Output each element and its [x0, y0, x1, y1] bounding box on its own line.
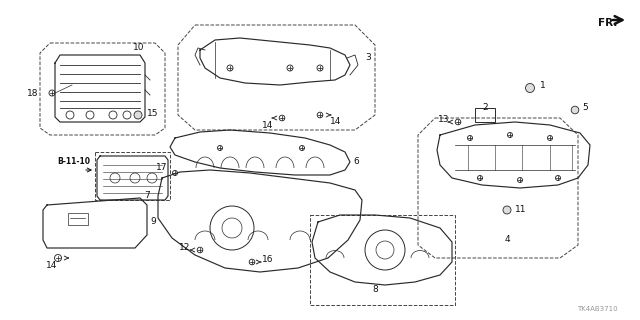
Text: 5: 5 — [582, 103, 588, 113]
Text: 9: 9 — [150, 218, 156, 227]
Text: 17: 17 — [156, 164, 167, 172]
Circle shape — [134, 111, 142, 119]
Text: 3: 3 — [365, 52, 371, 61]
Text: 18: 18 — [26, 89, 38, 98]
Circle shape — [503, 206, 511, 214]
Bar — [68, 213, 88, 225]
Text: 14: 14 — [262, 121, 273, 130]
Text: 13: 13 — [438, 116, 449, 124]
Bar — [310, 215, 455, 305]
Text: 14: 14 — [45, 260, 57, 269]
Text: 10: 10 — [133, 43, 145, 52]
Text: 11: 11 — [515, 205, 527, 214]
Text: 6: 6 — [353, 157, 359, 166]
Text: TK4AB3710: TK4AB3710 — [577, 306, 618, 312]
Bar — [475, 108, 495, 122]
Text: 4: 4 — [504, 236, 510, 244]
Text: 16: 16 — [262, 255, 273, 265]
Text: 7: 7 — [144, 190, 150, 199]
Text: 12: 12 — [179, 244, 190, 252]
Circle shape — [572, 106, 579, 114]
Text: FR.: FR. — [598, 18, 618, 28]
Text: 15: 15 — [147, 108, 159, 117]
Text: 14: 14 — [330, 117, 341, 126]
Text: B-11-10: B-11-10 — [57, 157, 90, 166]
Text: 2: 2 — [482, 102, 488, 111]
Circle shape — [525, 84, 534, 92]
Text: 1: 1 — [540, 82, 546, 91]
Bar — [95, 152, 170, 200]
Text: 8: 8 — [372, 285, 378, 294]
